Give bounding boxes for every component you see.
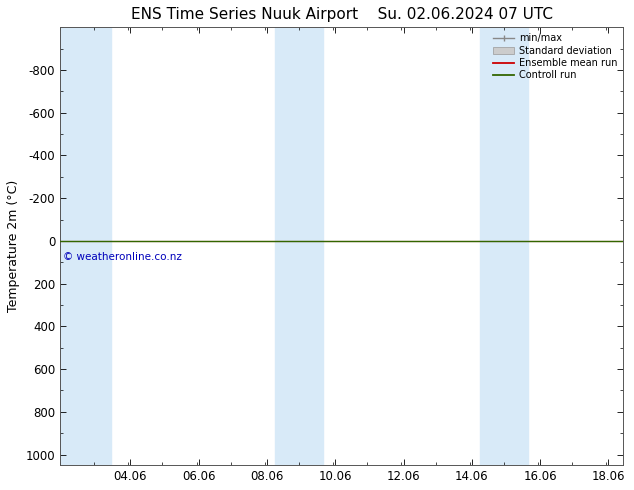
Title: ENS Time Series Nuuk Airport    Su. 02.06.2024 07 UTC: ENS Time Series Nuuk Airport Su. 02.06.2… <box>131 7 553 22</box>
Bar <box>60 27 111 465</box>
Bar <box>480 27 527 465</box>
Text: © weatheronline.co.nz: © weatheronline.co.nz <box>63 251 183 262</box>
Bar <box>275 27 323 465</box>
Y-axis label: Temperature 2m (°C): Temperature 2m (°C) <box>7 180 20 312</box>
Legend: min/max, Standard deviation, Ensemble mean run, Controll run: min/max, Standard deviation, Ensemble me… <box>489 29 621 84</box>
